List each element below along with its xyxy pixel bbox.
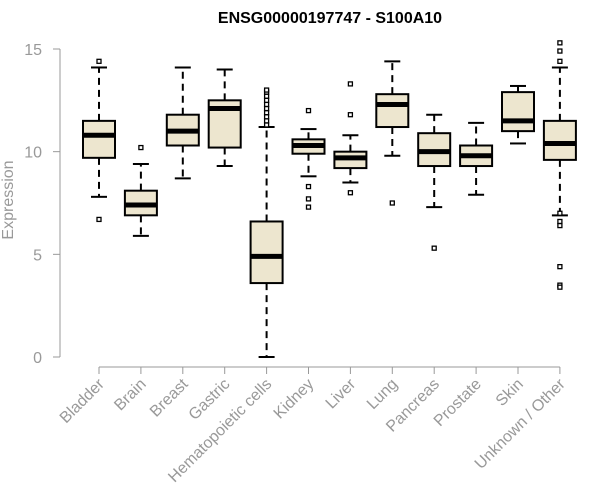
outlier-point xyxy=(305,196,312,202)
iqr-box xyxy=(249,220,284,285)
outlier-point xyxy=(557,58,563,64)
y-tick-label: 15 xyxy=(24,42,42,59)
x-tick-label: Skin xyxy=(493,376,527,410)
outlier-point xyxy=(263,87,270,93)
iqr-box xyxy=(82,119,116,159)
boxes-group xyxy=(82,40,577,358)
outlier-point xyxy=(263,105,270,112)
outlier-point xyxy=(389,200,395,206)
outlier-point xyxy=(263,118,270,124)
box-kidney xyxy=(291,107,326,210)
x-tick-label: Brain xyxy=(111,376,149,414)
outlier-point xyxy=(305,107,312,114)
x-tick-label: Bladder xyxy=(57,375,108,426)
outlier-point xyxy=(557,264,563,270)
y-tick-label: 5 xyxy=(33,247,42,264)
box-liver xyxy=(333,81,368,196)
outlier-point xyxy=(263,110,270,116)
box-pancreas xyxy=(417,113,452,251)
iqr-box xyxy=(501,91,535,133)
iqr-box xyxy=(375,93,410,129)
outlier-point xyxy=(557,48,563,54)
outlier-point xyxy=(347,190,354,196)
box-breast xyxy=(165,66,200,180)
outlier-point xyxy=(263,101,270,108)
box-prostate xyxy=(459,121,494,196)
outlier-point xyxy=(431,245,437,251)
outlier-point xyxy=(305,204,312,210)
box-lung xyxy=(375,60,410,206)
box-bladder xyxy=(82,58,116,223)
outlier-point xyxy=(557,218,563,225)
x-tick-label: Breast xyxy=(147,375,192,420)
y-axis-label: Expression xyxy=(0,160,17,239)
outlier-point xyxy=(263,114,270,120)
outlier-point xyxy=(96,216,102,223)
chart-title: ENSG00000197747 - S100A10 xyxy=(218,10,442,27)
iqr-box xyxy=(542,119,577,161)
box-unknown-other xyxy=(542,40,577,290)
y-tick-label: 10 xyxy=(24,145,42,162)
outlier-point xyxy=(305,183,312,190)
outlier-point xyxy=(347,81,354,87)
outlier-point xyxy=(138,144,144,151)
outlier-point xyxy=(263,93,270,99)
box-skin xyxy=(501,84,535,145)
y-tick-label: 0 xyxy=(33,350,42,367)
outlier-point xyxy=(347,112,354,118)
box-gastric xyxy=(207,68,242,168)
x-tick-label: Kidney xyxy=(271,376,318,423)
outlier-point xyxy=(557,210,563,216)
outlier-point xyxy=(557,40,563,46)
x-tick-label: Liver xyxy=(323,375,360,412)
x-tick-label: Lung xyxy=(364,376,401,413)
box-brain xyxy=(123,144,158,237)
outlier-point xyxy=(557,284,563,290)
outlier-point xyxy=(263,97,270,103)
box-hematopoietic-cells xyxy=(249,87,284,358)
outlier-point xyxy=(263,122,270,128)
outlier-point xyxy=(557,222,563,229)
outlier-point xyxy=(96,58,102,64)
y-axis: 0 5 10 15 xyxy=(24,42,61,367)
